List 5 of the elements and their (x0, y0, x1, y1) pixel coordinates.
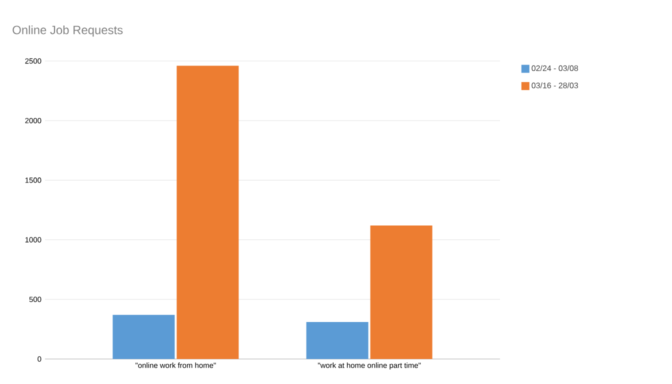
bar (176, 66, 239, 359)
chart-title: Online Job Requests (12, 25, 123, 37)
bar (370, 225, 432, 359)
bar (112, 314, 175, 359)
bar (306, 322, 368, 359)
